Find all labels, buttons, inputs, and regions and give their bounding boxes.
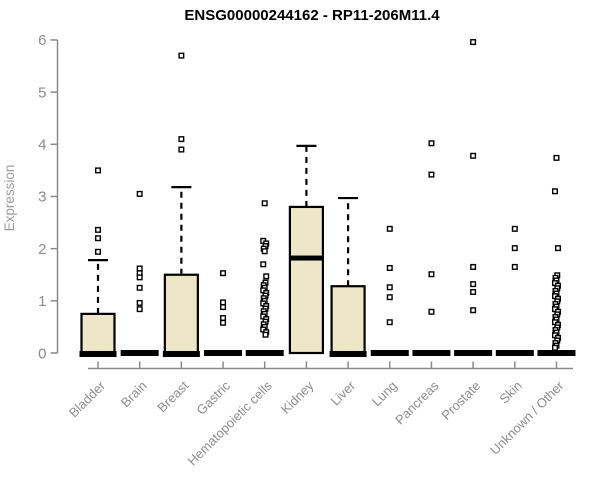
x-category-label-liver: Liver <box>328 378 359 409</box>
x-category-label-lung: Lung <box>369 378 400 409</box>
boxplot-liver <box>329 196 367 357</box>
x-category-label-pancreas: Pancreas <box>392 378 442 428</box>
outlier-point-bladder <box>94 226 101 233</box>
boxplot-lung <box>370 225 409 356</box>
outlier-point-unknown-other <box>553 154 560 161</box>
y-tick-label: 6 <box>38 32 46 49</box>
collapsed-box-brain <box>120 350 159 356</box>
outlier-point-hematopoietic-cells <box>261 200 268 207</box>
boxplot-bladder <box>79 167 117 357</box>
outlier-point-skin <box>511 263 518 270</box>
x-category-label-prostate: Prostate <box>438 378 483 423</box>
boxplot-hematopoietic-cells <box>245 200 284 356</box>
outlier-point-bladder <box>94 248 101 255</box>
outlier-point-brain <box>136 265 143 272</box>
x-category-label-gastric: Gastric <box>193 378 233 418</box>
outlier-point-breast <box>178 52 185 59</box>
outlier-point-pancreas <box>428 271 435 278</box>
x-category-label-breast: Breast <box>154 378 191 415</box>
collapsed-box-prostate <box>454 350 493 356</box>
outlier-point-lung <box>386 225 393 232</box>
outlier-point-hematopoietic-cells <box>260 261 267 268</box>
outlier-point-hematopoietic-cells <box>261 248 268 255</box>
boxplot-unknown-other <box>537 154 576 356</box>
outlier-point-brain <box>136 190 143 197</box>
y-tick-label: 5 <box>38 84 46 101</box>
outlier-point-unknown-other <box>551 188 558 195</box>
outlier-point-bladder <box>94 235 101 242</box>
boxplot-gastric <box>204 270 243 356</box>
median-kidney <box>289 255 323 261</box>
outlier-point-gastric <box>220 319 227 326</box>
collapsed-box-hematopoietic-cells <box>245 350 284 356</box>
outlier-point-bladder <box>94 167 101 174</box>
outlier-point-pancreas <box>428 308 435 315</box>
y-tick-label: 0 <box>38 345 46 362</box>
box-kidney <box>288 205 324 355</box>
outlier-point-skin <box>511 245 518 252</box>
outlier-point-unknown-other <box>554 245 561 252</box>
box-breast <box>163 273 199 355</box>
outlier-point-prostate <box>470 39 477 46</box>
collapsed-box-unknown-other <box>537 350 576 356</box>
y-tick-label: 2 <box>38 241 46 258</box>
outlier-point-lung <box>386 294 393 301</box>
y-tick-label: 4 <box>38 137 46 154</box>
boxplot-breast <box>162 52 200 357</box>
outlier-point-prostate <box>470 288 477 295</box>
x-category-label-kidney: Kidney <box>278 378 317 417</box>
box-bladder <box>80 312 116 355</box>
collapsed-box-lung <box>370 350 409 356</box>
collapsed-box-pancreas <box>412 350 451 356</box>
boxplot-pancreas <box>412 140 451 356</box>
y-tick-label: 3 <box>38 189 46 206</box>
x-category-label-skin: Skin <box>496 378 524 406</box>
outlier-point-prostate <box>470 152 477 159</box>
y-tick-label: 1 <box>38 293 46 310</box>
outlier-point-unknown-other <box>551 344 558 351</box>
x-category-label-unknown-other: Unknown / Other <box>487 378 567 458</box>
collapsed-box-skin <box>495 350 534 356</box>
outlier-point-prostate <box>470 281 477 288</box>
boxplot-skin <box>495 225 534 356</box>
x-category-label-brain: Brain <box>118 378 150 410</box>
boxplot-kidney <box>288 144 324 355</box>
outlier-point-lung <box>386 284 393 291</box>
outlier-point-prostate <box>470 307 477 314</box>
outlier-point-breast <box>178 146 185 153</box>
outlier-point-gastric <box>220 304 227 311</box>
x-category-label-bladder: Bladder <box>66 378 109 421</box>
outlier-point-lung <box>386 264 393 271</box>
outlier-point-brain <box>136 306 143 313</box>
outlier-point-hematopoietic-cells <box>263 273 270 280</box>
boxplot-series <box>79 39 576 357</box>
outlier-point-lung <box>386 319 393 326</box>
box-liver <box>330 285 366 355</box>
outlier-point-brain <box>136 299 143 306</box>
outlier-point-gastric <box>220 270 227 277</box>
y-axis-label: Expression <box>2 165 17 232</box>
outlier-point-gastric <box>220 299 227 306</box>
outlier-point-brain <box>136 284 143 291</box>
outlier-point-skin <box>511 225 518 232</box>
chart-title: ENSG00000244162 - RP11-206M11.4 <box>184 7 440 24</box>
outlier-point-gastric <box>220 315 227 322</box>
collapsed-box-gastric <box>204 350 243 356</box>
median-breast <box>162 351 200 357</box>
outlier-point-breast <box>178 136 185 143</box>
outlier-point-hematopoietic-cells <box>262 331 269 338</box>
boxplot-prostate <box>454 39 493 356</box>
median-bladder <box>79 351 117 357</box>
outlier-point-pancreas <box>428 140 435 147</box>
median-liver <box>329 351 367 357</box>
outlier-point-pancreas <box>428 171 435 178</box>
outlier-point-prostate <box>470 263 477 270</box>
boxplot-brain <box>120 190 159 356</box>
outlier-point-brain <box>136 274 143 281</box>
